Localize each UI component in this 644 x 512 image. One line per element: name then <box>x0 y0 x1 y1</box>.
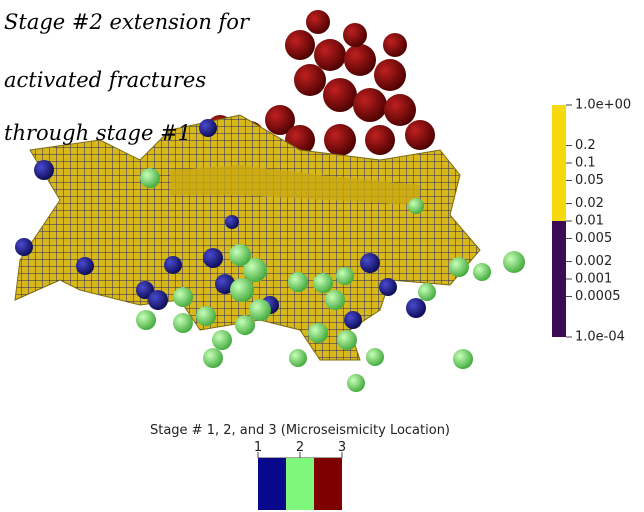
annotation-line: Stage #2 extension for <box>4 10 251 34</box>
legend-swatch <box>258 458 286 510</box>
colorbar-tick-label: 0.1 <box>575 156 596 171</box>
scene: Stage #2 extension for activated fractur… <box>0 0 644 512</box>
colorbar-tick-label: 0.002 <box>575 254 612 269</box>
colorbar-tick-label: 0.0005 <box>575 289 621 304</box>
legend-label: 2 <box>296 440 304 455</box>
annotation-line: through stage #1 <box>4 121 191 145</box>
colorbar-tick-label: 0.001 <box>575 272 612 287</box>
colorbar-tick-label: 0.2 <box>575 138 596 153</box>
legend: Stage # 1, 2, and 3 (Microseismicity Loc… <box>150 423 450 510</box>
legend-label: 3 <box>338 440 346 455</box>
colorbar: 1.0e+00 0.2 0.1 0.05 0.02 0.01 0.005 0.002 0.001… <box>552 98 631 345</box>
legend-title: Stage # 1, 2, and 3 (Microseismicity Loc… <box>150 423 450 438</box>
annotation-line: activated fractures <box>4 68 206 92</box>
legend-swatch <box>314 458 342 510</box>
colorbar-tick-label: 0.02 <box>575 196 604 211</box>
colorbar-tick-label: 0.005 <box>575 231 612 246</box>
legend-label: 1 <box>254 440 262 455</box>
colorbar-segment <box>552 105 566 221</box>
legend-swatch <box>286 458 314 510</box>
colorbar-segment <box>552 221 566 337</box>
colorbar-tick-label: 0.05 <box>575 173 604 188</box>
colorbar-tick-label: 1.0e-04 <box>575 330 625 345</box>
colorbar-tick-label: 0.01 <box>575 214 604 229</box>
colorbar-tick-label: 1.0e+00 <box>575 98 631 113</box>
